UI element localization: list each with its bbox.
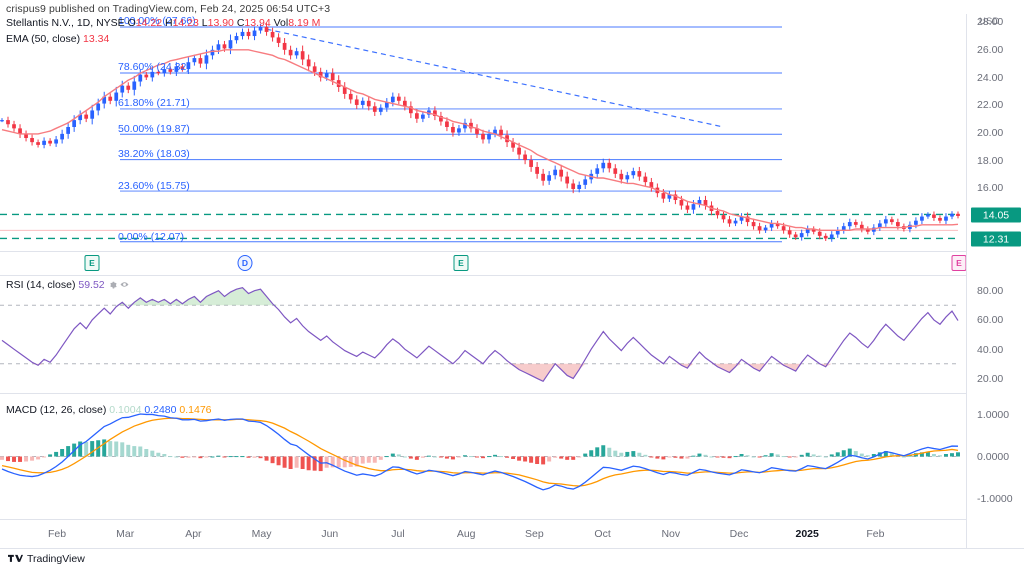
- time-axis-tick: 2025: [795, 528, 819, 540]
- price-axis-tick: 22.00: [977, 99, 1004, 112]
- price-chart-canvas: [0, 23, 960, 243]
- macd-pane[interactable]: [0, 394, 966, 520]
- macd-axis[interactable]: 1.0000 0.0000 -1.0000: [966, 394, 1024, 520]
- macd-signal-value: 0.1476: [179, 404, 212, 416]
- time-axis-tick: Dec: [729, 528, 749, 540]
- macd-legend-name[interactable]: MACD (12, 26, close): [6, 404, 107, 416]
- price-level-badge[interactable]: 12.31: [971, 231, 1021, 247]
- time-axis-tick: Mar: [116, 528, 135, 540]
- ohlc-c-value: 13.94: [244, 17, 271, 29]
- volume-label: Vol: [273, 17, 289, 29]
- tradingview-mark-icon: [8, 554, 23, 562]
- macd-axis-tick: -1.0000: [977, 493, 1013, 505]
- earnings-marker-icon[interactable]: E: [951, 255, 967, 271]
- earnings-marker-icon[interactable]: E: [453, 255, 469, 271]
- tradingview-brand-label: TradingView: [27, 553, 85, 565]
- gear-icon[interactable]: [108, 280, 117, 289]
- rsi-axis-tick: 40.00: [977, 343, 1004, 356]
- earnings-marker-icon[interactable]: E: [84, 255, 100, 271]
- time-axis-tick: Nov: [661, 528, 681, 540]
- eye-icon[interactable]: [120, 280, 129, 289]
- time-axis-tick: Oct: [594, 528, 611, 540]
- fib-level-label: 78.60% (24.32): [118, 61, 190, 74]
- ohlc-o-value: 14.22: [135, 17, 163, 29]
- ohlc-o-label: O: [127, 17, 136, 29]
- price-pane[interactable]: [0, 14, 966, 252]
- ema-legend-name[interactable]: EMA (50, close): [6, 33, 81, 45]
- time-axis-tick: Aug: [456, 528, 476, 540]
- time-axis-tick: Feb: [866, 528, 885, 540]
- ohlc-l-value: 13.90: [207, 17, 234, 29]
- price-axis-tick: 24.00: [977, 71, 1004, 84]
- time-axis-tick: Sep: [525, 528, 544, 540]
- price-axis-currency: USD: [979, 16, 1000, 27]
- ema-legend[interactable]: EMA (50, close) 13.34: [6, 33, 109, 46]
- ohlc-h-label: H: [164, 17, 173, 29]
- price-axis-tick: 28.00: [977, 16, 1004, 29]
- price-axis[interactable]: USD 28.00 26.00 24.00 22.00 20.00 18.00 16.00 …: [966, 14, 1024, 252]
- price-axis-tick: 18.00: [977, 154, 1004, 167]
- rsi-axis-tick: 20.00: [977, 373, 1004, 386]
- ohlc-c-label: C: [236, 17, 245, 29]
- time-axis-tick: Feb: [47, 528, 67, 540]
- ema-legend-value: 13.34: [83, 33, 110, 45]
- price-level-badge[interactable]: 14.05: [971, 207, 1021, 223]
- time-axis-corner: [966, 520, 1024, 548]
- ohlc-l-label: L: [201, 17, 208, 29]
- macd-chart-canvas: [0, 413, 960, 491]
- time-axis-tick: May: [251, 528, 272, 540]
- time-axis-tick: Apr: [185, 528, 202, 540]
- symbol-legend[interactable]: Stellantis N.V., 1D, NYSE O14.22 H14.23 …: [6, 17, 320, 30]
- events-axis-spacer: [966, 252, 1024, 276]
- macd-legend[interactable]: MACD (12, 26, close) 0.1004 0.2480 0.147…: [6, 404, 212, 417]
- fib-level-label: 100.00% (27.66): [118, 15, 196, 27]
- price-axis-tick: 26.00: [977, 43, 1004, 56]
- rsi-legend[interactable]: RSI (14, close) 59.52: [6, 279, 129, 292]
- macd-axis-tick: 0.0000: [977, 451, 1010, 463]
- volume-value: 8.19 M: [288, 17, 321, 29]
- tradingview-logo[interactable]: TradingView: [8, 553, 85, 565]
- rsi-legend-name[interactable]: RSI (14, close): [6, 279, 76, 291]
- fib-level-label: 50.00% (19.87): [118, 122, 190, 135]
- dividend-marker-icon[interactable]: D: [237, 255, 253, 271]
- price-axis-tick: 20.00: [977, 127, 1004, 139]
- fib-level-label: 61.80% (21.71): [118, 97, 190, 110]
- symbol-title[interactable]: Stellantis N.V., 1D, NYSE: [6, 17, 125, 29]
- fib-level-label: 23.60% (15.75): [118, 179, 190, 192]
- rsi-axis-tick: 80.00: [977, 284, 1004, 297]
- macd-histogram-value: 0.1004: [109, 404, 142, 416]
- time-axis[interactable]: Feb Mar Apr May Jun Jul Aug Sep Oct Nov Dec 2025 Feb: [0, 520, 966, 548]
- fib-level-label: 38.20% (18.03): [118, 148, 190, 161]
- fib-level-label: 0.00% (12.07): [118, 230, 184, 243]
- rsi-chart-canvas: [0, 287, 959, 383]
- rsi-legend-value: 59.52: [78, 279, 105, 291]
- time-axis-tick: Jun: [321, 528, 339, 540]
- rsi-axis-tick: 60.00: [977, 314, 1004, 327]
- publication-attribution: crispus9 published on TradingView.com, F…: [6, 3, 331, 15]
- macd-axis-tick: 1.0000: [977, 409, 1010, 421]
- time-axis-tick: Jul: [391, 528, 405, 540]
- footer-bar: TradingView: [0, 548, 1024, 569]
- rsi-pane[interactable]: [0, 276, 966, 394]
- macd-line-value: 0.2480: [144, 404, 177, 416]
- ohlc-h-value: 14.23: [172, 17, 199, 29]
- price-axis-tick: 16.00: [977, 182, 1004, 195]
- rsi-axis[interactable]: 80.00 60.00 40.00 20.00: [966, 276, 1024, 394]
